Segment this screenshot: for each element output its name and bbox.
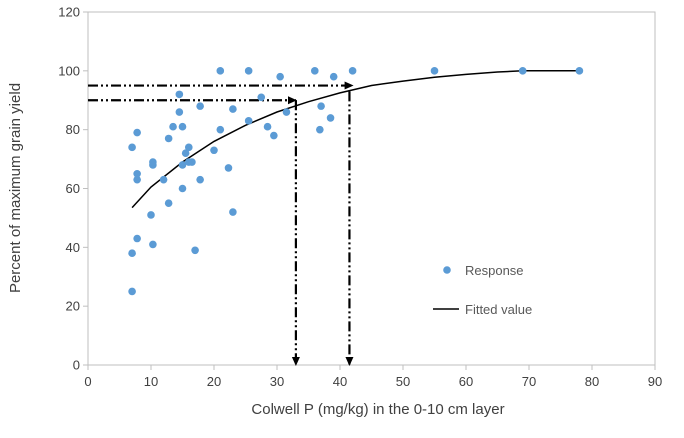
series-group [128, 67, 584, 296]
response-point [216, 125, 225, 134]
y-tick-label: 40 [66, 240, 80, 255]
y-tick-label: 100 [58, 63, 80, 78]
response-point [169, 122, 177, 131]
response-point [133, 175, 141, 184]
response-point [311, 67, 319, 75]
response-point [164, 199, 173, 208]
response-point [128, 143, 136, 152]
response-point [128, 249, 136, 258]
x-tick-label: 40 [333, 374, 347, 389]
response-point [178, 161, 187, 169]
y-tick-label: 20 [66, 299, 80, 314]
x-tick-label: 10 [144, 374, 158, 389]
response-point [575, 67, 584, 75]
response-point [149, 158, 157, 166]
response-point [257, 93, 266, 102]
axes-group: 0 10 20 30 40 50 60 70 80 90 0 20 40 60 80 100 120 [58, 5, 662, 390]
x-tick-label: 70 [522, 374, 536, 389]
response-point [316, 125, 324, 134]
response-point [178, 122, 187, 131]
legend-response-label: Response [465, 263, 524, 278]
y-axis-title: Percent of maximum grain yield [7, 83, 24, 293]
x-tick-label: 30 [270, 374, 284, 389]
x-tick-label: 20 [207, 374, 221, 389]
response-point [244, 67, 253, 75]
response-point [348, 67, 357, 75]
response-point [326, 114, 335, 122]
response-point [133, 234, 141, 243]
x-tick-label: 80 [585, 374, 599, 389]
response-point [210, 146, 218, 155]
legend: Response Fitted value [433, 263, 532, 317]
legend-fitted-label: Fitted value [465, 302, 532, 317]
response-point [224, 164, 233, 172]
response-point [229, 208, 237, 216]
x-tick-label: 50 [396, 374, 410, 389]
response-point [518, 67, 527, 75]
response-point [188, 158, 196, 166]
response-point [263, 122, 272, 131]
response-point [175, 108, 184, 116]
y-tick-label: 120 [58, 5, 80, 20]
response-point [329, 72, 338, 81]
response-point [244, 117, 253, 125]
response-point [164, 134, 173, 143]
response-point [128, 287, 136, 296]
response-point [149, 240, 157, 249]
y-tick-label: 60 [66, 181, 80, 196]
x-tick-label: 90 [648, 374, 662, 389]
response-point [196, 102, 204, 110]
response-point [178, 184, 187, 193]
x-tick-label: 60 [459, 374, 473, 389]
response-point [133, 128, 141, 137]
response-point [147, 211, 155, 219]
response-point [196, 175, 204, 184]
x-tick-label: 0 [84, 374, 91, 389]
response-point [191, 246, 199, 255]
response-point [175, 90, 184, 99]
response-point [159, 175, 168, 184]
plot-area [87, 11, 656, 366]
x-axis-title: Colwell P (mg/kg) in the 0-10 cm layer [251, 401, 504, 418]
y-tick-label: 80 [66, 122, 80, 137]
response-point [317, 102, 325, 110]
annotations-group [88, 81, 354, 366]
fitted-value-line [131, 70, 580, 209]
response-point [229, 105, 237, 113]
response-point [282, 108, 291, 116]
response-point [133, 169, 141, 178]
y-tick-label: 0 [73, 358, 80, 373]
response-point [216, 67, 225, 75]
response-point [276, 72, 284, 81]
response-point [430, 67, 439, 75]
response-point [185, 143, 193, 152]
response-point [270, 131, 278, 140]
legend-response-marker [443, 266, 451, 274]
response-point [181, 149, 190, 157]
